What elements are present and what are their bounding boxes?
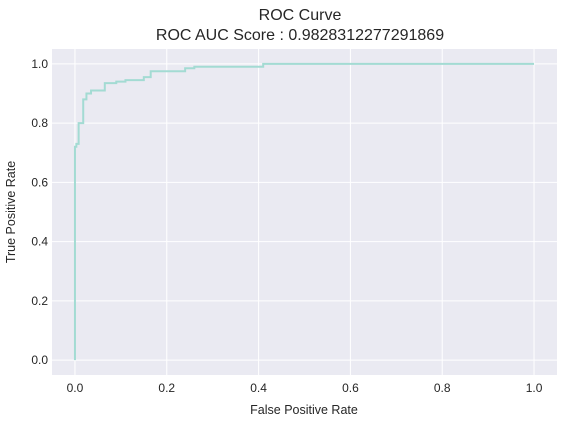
grid-lines <box>52 49 557 375</box>
y-tick-label: 0.2 <box>31 294 48 308</box>
x-tick-label: 0.4 <box>250 381 267 395</box>
plot-background <box>52 49 557 375</box>
x-ticks: 0.0 0.2 0.4 0.6 0.8 1.0 <box>67 381 543 395</box>
series-group <box>73 62 535 361</box>
y-tick-label: 1.0 <box>31 57 48 71</box>
x-tick-label: 1.0 <box>526 381 543 395</box>
y-tick-label: 0.8 <box>31 116 48 130</box>
y-axis-label: True Positive Rate <box>4 161 18 263</box>
roc-curve-line <box>73 62 535 361</box>
y-tick-label: 0.4 <box>31 235 48 249</box>
y-tick-label: 0.0 <box>31 353 48 367</box>
x-axis-label: False Positive Rate <box>250 403 358 417</box>
y-ticks: 0.0 0.2 0.4 0.6 0.8 1.0 <box>31 57 48 367</box>
x-tick-label: 0.6 <box>342 381 359 395</box>
x-tick-label: 0.0 <box>67 381 84 395</box>
chart-subtitle: ROC AUC Score : 0.9828312277291869 <box>156 27 444 44</box>
chart-title: ROC Curve <box>259 7 342 24</box>
y-tick-label: 0.6 <box>31 175 48 189</box>
x-tick-label: 0.8 <box>434 381 451 395</box>
x-tick-label: 0.2 <box>158 381 175 395</box>
